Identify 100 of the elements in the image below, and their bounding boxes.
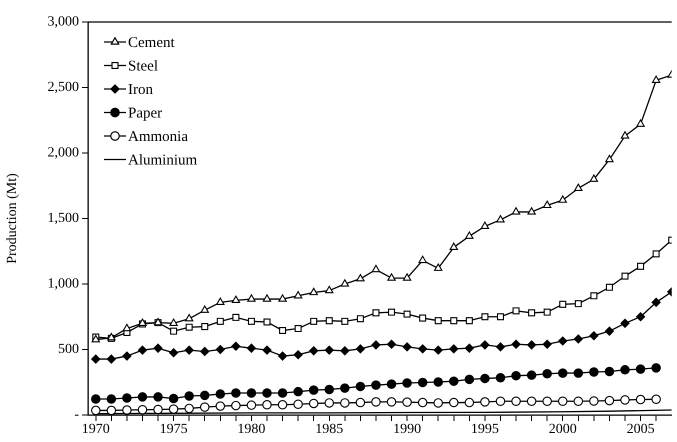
- point: [340, 346, 350, 356]
- point: [636, 364, 646, 374]
- y-tick-label: 3,000: [48, 14, 79, 30]
- point: [574, 300, 582, 308]
- point: [308, 398, 318, 408]
- point: [620, 318, 630, 328]
- point: [651, 394, 661, 404]
- point: [247, 294, 256, 302]
- point: [184, 314, 194, 322]
- point: [168, 394, 178, 404]
- point: [496, 373, 506, 383]
- point: [122, 352, 132, 361]
- point: [231, 400, 241, 410]
- point: [341, 318, 348, 325]
- point: [434, 317, 442, 324]
- point: [308, 385, 318, 395]
- point: [652, 76, 660, 83]
- point: [558, 336, 568, 346]
- point: [574, 184, 582, 192]
- y-tick-label: 500: [58, 342, 79, 358]
- point: [450, 242, 458, 250]
- point: [605, 154, 614, 162]
- point: [652, 250, 660, 258]
- point: [262, 388, 272, 398]
- point: [294, 325, 302, 332]
- point: [512, 207, 520, 215]
- legend-label: Ammonia: [128, 128, 188, 145]
- point: [106, 354, 116, 364]
- point: [138, 392, 148, 402]
- legend-label: Aluminium: [128, 152, 198, 168]
- point: [231, 342, 240, 351]
- legend-label: Paper: [128, 105, 162, 122]
- point: [542, 200, 552, 208]
- x-tick-label: 2005: [626, 422, 655, 438]
- point: [232, 314, 240, 321]
- point: [184, 346, 194, 355]
- point: [324, 398, 334, 408]
- point: [216, 401, 226, 411]
- point: [340, 279, 350, 287]
- point: [371, 380, 381, 390]
- point: [449, 398, 459, 408]
- point: [278, 294, 287, 302]
- point: [324, 384, 334, 394]
- point: [464, 374, 474, 384]
- point: [278, 400, 288, 410]
- point: [480, 222, 490, 230]
- point: [558, 195, 567, 203]
- point: [606, 284, 613, 291]
- point: [246, 388, 256, 398]
- point: [263, 318, 271, 326]
- point: [122, 324, 132, 332]
- point: [387, 273, 396, 281]
- point: [511, 340, 521, 349]
- point: [449, 376, 459, 386]
- point: [637, 262, 644, 270]
- point: [200, 402, 210, 412]
- point: [153, 404, 163, 414]
- y-axis-title: Production (Mt): [5, 172, 20, 264]
- point: [558, 368, 568, 378]
- point: [558, 396, 568, 406]
- point: [279, 326, 286, 334]
- point: [496, 215, 505, 222]
- y-tick-label: -: [74, 408, 80, 423]
- point: [184, 404, 194, 414]
- point: [356, 398, 366, 408]
- point: [542, 340, 552, 349]
- point: [604, 326, 614, 336]
- point: [589, 331, 598, 340]
- point: [419, 314, 426, 322]
- point: [324, 346, 334, 355]
- point: [481, 313, 488, 320]
- point: [449, 344, 458, 354]
- point: [589, 396, 599, 406]
- point: [153, 392, 163, 402]
- point: [480, 374, 490, 384]
- point: [262, 294, 272, 302]
- point: [404, 310, 411, 318]
- point: [590, 174, 598, 182]
- point: [651, 363, 661, 373]
- point: [433, 377, 443, 387]
- point: [278, 388, 288, 398]
- point: [402, 342, 412, 352]
- point: [186, 324, 193, 331]
- point: [418, 398, 428, 408]
- point: [372, 264, 380, 272]
- point: [418, 344, 428, 354]
- point: [122, 405, 132, 415]
- point: [356, 344, 365, 354]
- point: [433, 398, 443, 408]
- point: [466, 317, 473, 324]
- y-tick-label: 1,500: [48, 211, 79, 226]
- point: [293, 400, 303, 410]
- point: [589, 367, 599, 377]
- point: [402, 397, 412, 407]
- point: [620, 395, 630, 405]
- point: [386, 379, 396, 389]
- point: [216, 298, 224, 305]
- point: [386, 340, 396, 349]
- point: [511, 396, 521, 406]
- x-tick-label: 1980: [237, 422, 266, 438]
